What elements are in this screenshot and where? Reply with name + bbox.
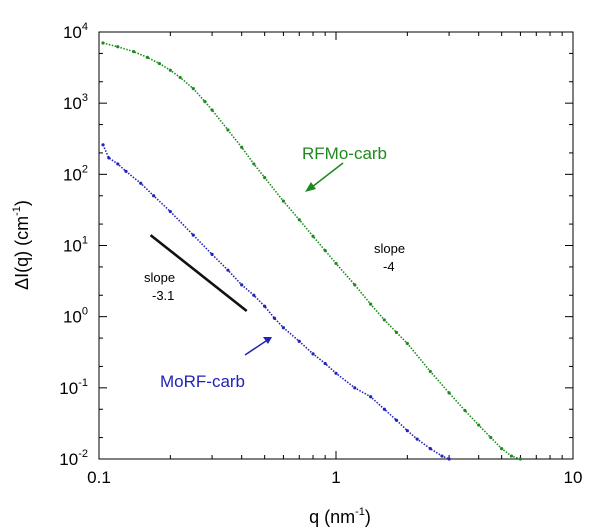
data-point (107, 156, 111, 160)
data-point (509, 454, 514, 458)
data-point (477, 423, 481, 427)
y-tick-label: 10-2 (59, 448, 88, 469)
data-point (405, 341, 409, 346)
data-point (124, 169, 128, 173)
series-morf-carb (101, 143, 451, 461)
x-tick-label: 0.1 (87, 468, 111, 487)
data-point (272, 316, 277, 320)
data-point (168, 209, 172, 214)
data-point (440, 454, 444, 458)
data-point (191, 233, 195, 237)
data-point (382, 407, 386, 411)
data-point (226, 128, 230, 132)
data-point (428, 447, 432, 451)
data-point (226, 268, 230, 272)
morf-arrow (244, 337, 272, 356)
y-tick-label: 102 (63, 163, 88, 184)
slope31-label-line1: slope (144, 270, 175, 285)
series-rfmo-carb (101, 41, 523, 461)
data-point (405, 429, 409, 433)
data-point (139, 181, 143, 185)
data-point (191, 87, 195, 91)
data-point (252, 162, 256, 166)
data-point (210, 252, 214, 256)
slope31-label-line2: -3.1 (152, 288, 174, 303)
y-tick-label: 103 (63, 92, 88, 113)
data-point (323, 361, 327, 366)
data-point (447, 391, 451, 395)
data-point (263, 304, 267, 308)
data-point (210, 108, 214, 112)
y-tick-label: 10-1 (59, 377, 88, 398)
slope4-label-line2: -4 (383, 259, 395, 274)
data-point (101, 41, 105, 45)
rfmo-label: RFMo-carb (302, 144, 387, 163)
plot-frame (98, 31, 574, 460)
data-point (178, 75, 182, 80)
data-point (116, 45, 120, 49)
data-point (281, 326, 286, 330)
data-point (252, 293, 256, 297)
data-point (157, 61, 162, 66)
data-point (311, 352, 315, 356)
data-point (240, 283, 244, 287)
series-layer (101, 41, 523, 461)
data-point (353, 283, 357, 287)
data-point (369, 395, 373, 399)
data-point (132, 50, 136, 54)
data-point (489, 435, 493, 440)
y-tick-label: 100 (63, 306, 88, 327)
rfmo-arrow (305, 162, 344, 192)
series-line (102, 144, 450, 460)
data-point (428, 369, 432, 374)
slope4-label-line1: slope (374, 241, 405, 256)
data-point (203, 100, 207, 104)
x-tick-label: 1 (331, 468, 340, 487)
data-point (297, 218, 301, 222)
morf-label: MoRF-carb (160, 372, 245, 391)
data-point (353, 386, 357, 390)
data-point (311, 234, 315, 238)
data-point (101, 143, 105, 147)
data-point (334, 371, 338, 375)
data-point (297, 339, 301, 343)
data-point (500, 447, 504, 451)
y-axis-title: ΔI(q) (cm-1) (11, 200, 32, 290)
data-point (116, 162, 120, 166)
data-point (168, 68, 172, 72)
data-point (152, 194, 156, 198)
data-point (415, 437, 419, 441)
slope-guide-line (149, 234, 248, 313)
x-tick-label: 10 (564, 468, 583, 487)
y-tick-label: 104 (63, 21, 88, 42)
data-point (263, 175, 267, 180)
data-point (447, 457, 451, 461)
data-point (394, 330, 399, 335)
data-point (145, 55, 149, 59)
data-point (323, 248, 327, 253)
data-point (334, 261, 338, 266)
axis-ticks: 0.1 1 10 10-2 10-1 100 101 102 103 104 (59, 21, 582, 487)
series-line (102, 42, 521, 460)
data-point (394, 418, 399, 422)
data-point (518, 457, 523, 461)
x-axis-title: q (nm-1) (309, 506, 371, 527)
data-point (240, 145, 244, 149)
y-tick-label: 101 (63, 235, 88, 256)
data-point (463, 408, 467, 413)
data-point (281, 199, 286, 203)
data-point (382, 318, 386, 322)
data-point (369, 302, 373, 306)
